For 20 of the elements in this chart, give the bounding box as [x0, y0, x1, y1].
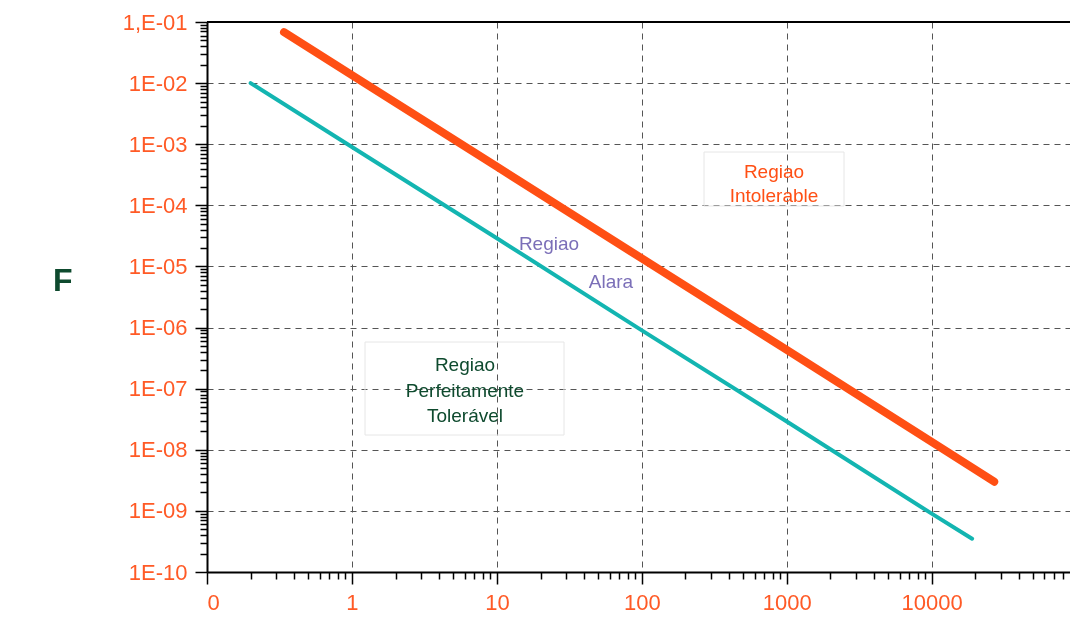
y-tick-label: 1E-07 — [128, 376, 188, 402]
y-tick-label: 1E-04 — [128, 192, 188, 218]
y-tick-label: 1,E-01 — [122, 9, 188, 35]
y-tick-label: 1E-09 — [128, 498, 188, 524]
y-tick-label: 1E-10 — [128, 559, 188, 585]
x-tick-label: 10 — [485, 589, 510, 615]
annotation: Regiao Intolerable — [729, 161, 819, 206]
x-tick-label: 10000 — [901, 589, 963, 615]
x-tick-label: 0 — [207, 589, 220, 615]
annotation: Regiao Perfeitamente Tolerável — [405, 354, 525, 426]
y-tick-label: 1E-03 — [128, 131, 188, 157]
annotation: Regiao Alara — [518, 233, 634, 292]
x-tick-label: 100 — [623, 589, 661, 615]
y-axis-title: F — [52, 261, 73, 298]
y-tick-label: 1E-08 — [128, 437, 188, 463]
x-tick-label: 1000 — [762, 589, 812, 615]
y-tick-label: 1E-06 — [128, 315, 188, 341]
x-tick-label: 1 — [346, 589, 359, 615]
y-tick-label: 1E-02 — [128, 70, 188, 96]
y-tick-label: 1E-05 — [128, 253, 188, 279]
